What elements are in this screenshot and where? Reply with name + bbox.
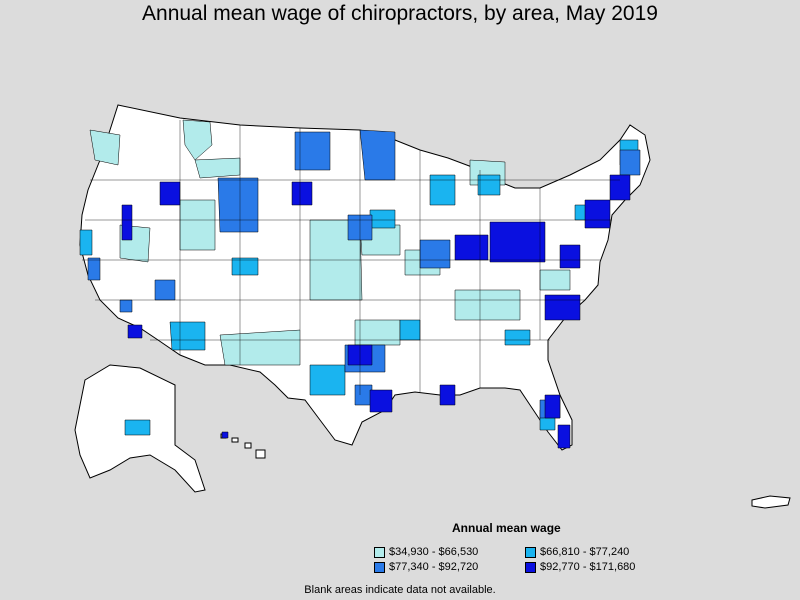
footnote: Blank areas indicate data not available. bbox=[304, 584, 496, 596]
legend-label: $77,340 - $92,720 bbox=[389, 561, 479, 573]
legend-label: $92,770 - $171,680 bbox=[540, 561, 636, 573]
puerto-rico-outline bbox=[751, 495, 791, 509]
legend-swatch bbox=[374, 561, 385, 573]
legend-swatch bbox=[525, 561, 536, 573]
wage-band-2-areas bbox=[79, 139, 639, 436]
map-title: Annual mean wage of chiropractors, by ar… bbox=[142, 2, 658, 25]
area-boundaries bbox=[82, 120, 620, 395]
legend-item-band-1: $34,930 - $66,530 bbox=[374, 546, 478, 558]
legend-title: Annual mean wage bbox=[452, 521, 561, 535]
wage-band-3-areas bbox=[87, 129, 641, 419]
legend-item-band-3: $77,340 - $92,720 bbox=[374, 561, 478, 573]
hawaii-islands bbox=[220, 433, 266, 459]
legend-swatch bbox=[374, 546, 385, 558]
legend-label: $34,930 - $66,530 bbox=[389, 546, 479, 558]
wage-band-4-areas bbox=[121, 174, 631, 449]
legend-swatch bbox=[525, 546, 536, 558]
legend-item-band-4: $92,770 - $171,680 bbox=[525, 561, 635, 573]
legend-item-band-2: $66,810 - $77,240 bbox=[525, 546, 629, 558]
legend-label: $66,810 - $77,240 bbox=[540, 546, 630, 558]
